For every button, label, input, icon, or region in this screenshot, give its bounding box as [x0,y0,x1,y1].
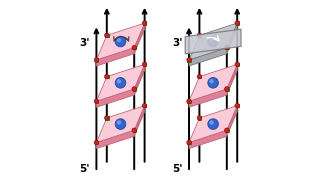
FancyBboxPatch shape [198,34,201,37]
Polygon shape [96,89,134,107]
Circle shape [225,87,229,91]
FancyBboxPatch shape [95,58,98,62]
Circle shape [187,58,191,62]
Circle shape [208,119,218,129]
Circle shape [197,33,202,38]
Circle shape [105,74,109,79]
Circle shape [197,116,202,120]
FancyBboxPatch shape [235,63,239,66]
FancyBboxPatch shape [187,58,191,62]
Circle shape [208,77,218,88]
FancyBboxPatch shape [95,141,98,144]
Circle shape [142,103,147,108]
Polygon shape [96,23,145,60]
Circle shape [94,99,99,104]
Circle shape [115,77,126,88]
FancyBboxPatch shape [198,116,201,120]
Circle shape [94,140,99,145]
Circle shape [210,38,213,42]
Circle shape [142,21,147,25]
Circle shape [132,87,136,91]
Text: 3': 3' [172,38,182,48]
Circle shape [105,116,109,120]
Text: 5': 5' [79,164,90,174]
Polygon shape [189,48,227,66]
FancyBboxPatch shape [198,75,201,78]
FancyBboxPatch shape [105,34,109,37]
Polygon shape [96,64,145,101]
Circle shape [117,121,121,124]
FancyBboxPatch shape [235,104,239,107]
Polygon shape [189,106,237,143]
FancyBboxPatch shape [225,87,229,91]
FancyBboxPatch shape [143,21,146,25]
Circle shape [235,62,239,67]
Polygon shape [189,89,227,107]
FancyBboxPatch shape [235,21,239,25]
Polygon shape [96,48,134,66]
FancyBboxPatch shape [132,129,136,132]
Polygon shape [227,23,237,54]
Text: 3': 3' [79,38,90,48]
Circle shape [225,45,229,50]
Circle shape [94,58,99,62]
Circle shape [142,62,147,67]
Circle shape [117,38,121,42]
Polygon shape [96,106,145,143]
FancyBboxPatch shape [187,141,191,144]
Circle shape [235,103,239,108]
FancyBboxPatch shape [225,129,229,132]
FancyBboxPatch shape [225,46,229,49]
FancyBboxPatch shape [95,100,98,103]
Circle shape [197,74,202,79]
FancyBboxPatch shape [105,116,109,120]
Polygon shape [189,130,227,149]
Circle shape [210,121,213,124]
Circle shape [235,21,239,25]
Polygon shape [134,23,145,54]
FancyBboxPatch shape [132,46,136,49]
Polygon shape [227,64,237,95]
Circle shape [210,80,213,83]
Circle shape [187,140,191,145]
Circle shape [225,128,229,132]
Polygon shape [96,130,134,149]
Circle shape [105,33,109,38]
FancyBboxPatch shape [143,63,146,66]
Polygon shape [189,64,237,101]
Circle shape [132,45,136,50]
FancyBboxPatch shape [132,87,136,91]
Circle shape [115,119,126,129]
FancyBboxPatch shape [187,100,191,103]
Circle shape [117,80,121,83]
Polygon shape [134,64,145,95]
Circle shape [208,36,218,47]
Polygon shape [134,106,145,136]
Text: 5': 5' [172,164,182,174]
Circle shape [187,99,191,104]
Polygon shape [227,106,237,136]
Circle shape [132,128,136,132]
Circle shape [115,36,126,47]
FancyBboxPatch shape [143,104,146,107]
Polygon shape [189,23,237,60]
FancyBboxPatch shape [105,75,109,78]
Polygon shape [185,29,241,54]
